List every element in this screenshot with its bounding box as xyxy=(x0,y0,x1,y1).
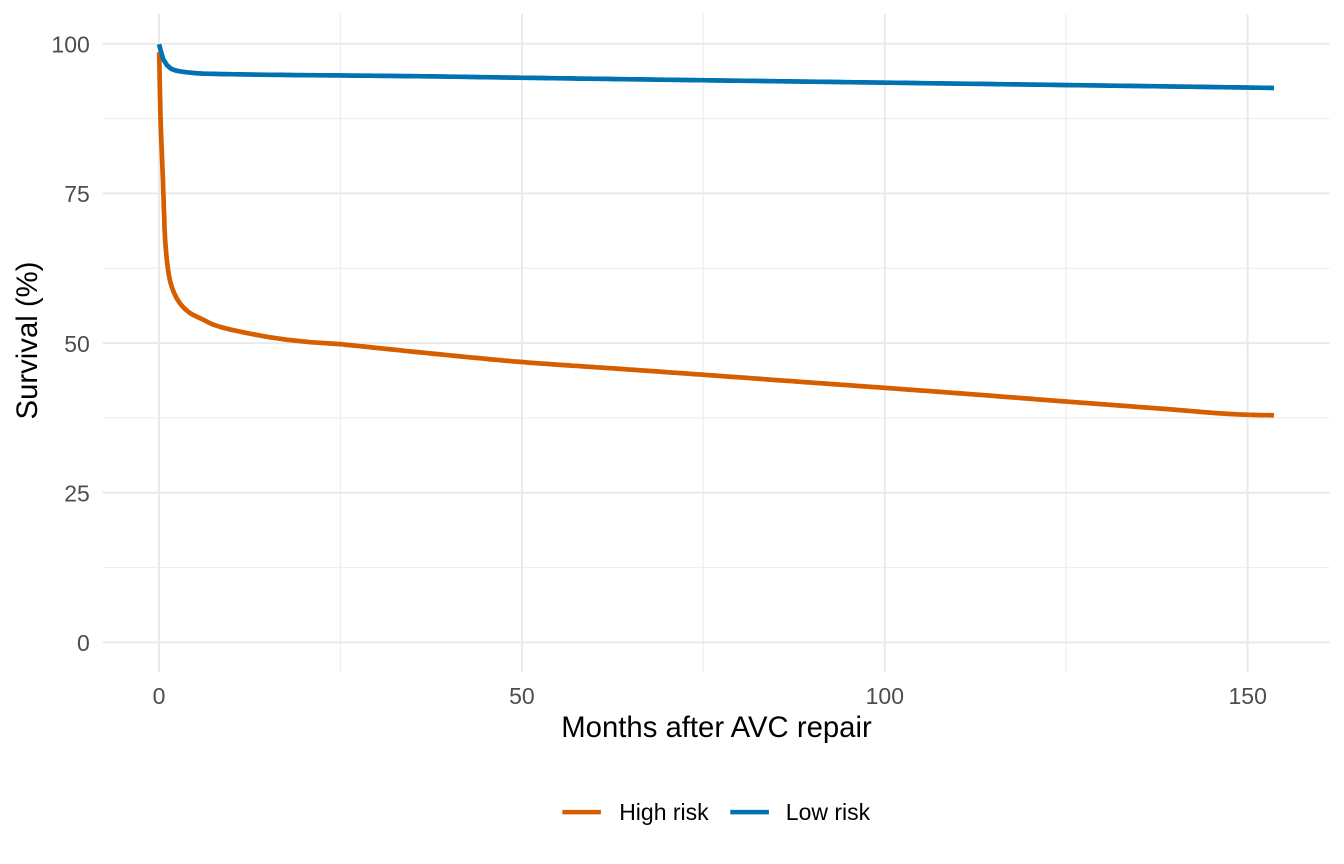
svg-text:High risk: High risk xyxy=(619,799,709,825)
svg-text:75: 75 xyxy=(64,181,90,207)
svg-text:0: 0 xyxy=(77,630,90,656)
svg-text:50: 50 xyxy=(509,683,535,709)
svg-text:0: 0 xyxy=(153,683,166,709)
svg-text:150: 150 xyxy=(1229,683,1267,709)
svg-text:Low risk: Low risk xyxy=(786,799,871,825)
svg-text:Survival (%): Survival (%) xyxy=(11,262,44,420)
svg-text:100: 100 xyxy=(866,683,904,709)
svg-text:Months after AVC repair: Months after AVC repair xyxy=(561,711,872,744)
svg-text:50: 50 xyxy=(64,331,90,357)
svg-text:100: 100 xyxy=(51,32,89,58)
svg-text:25: 25 xyxy=(64,481,90,507)
